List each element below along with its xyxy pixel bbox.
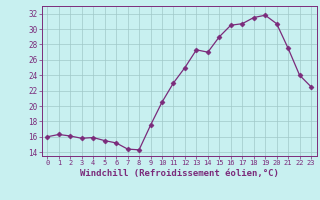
X-axis label: Windchill (Refroidissement éolien,°C): Windchill (Refroidissement éolien,°C)	[80, 169, 279, 178]
